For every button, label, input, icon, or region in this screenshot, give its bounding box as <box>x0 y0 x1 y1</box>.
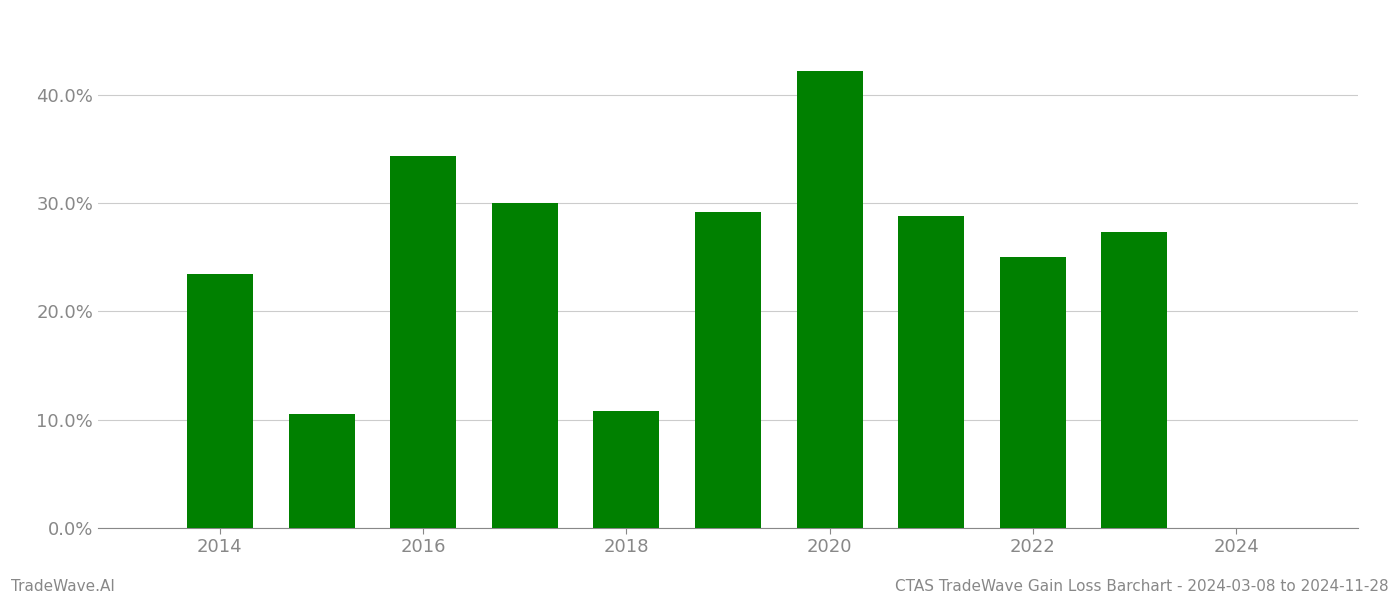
Bar <box>899 216 965 528</box>
Bar <box>288 415 354 528</box>
Bar <box>391 155 456 528</box>
Bar <box>1000 257 1065 528</box>
Bar <box>188 274 253 528</box>
Bar <box>491 203 557 528</box>
Bar <box>694 212 762 528</box>
Text: CTAS TradeWave Gain Loss Barchart - 2024-03-08 to 2024-11-28: CTAS TradeWave Gain Loss Barchart - 2024… <box>895 580 1389 595</box>
Bar <box>594 411 659 528</box>
Text: TradeWave.AI: TradeWave.AI <box>11 580 115 595</box>
Bar <box>1102 232 1168 528</box>
Bar <box>797 71 862 528</box>
